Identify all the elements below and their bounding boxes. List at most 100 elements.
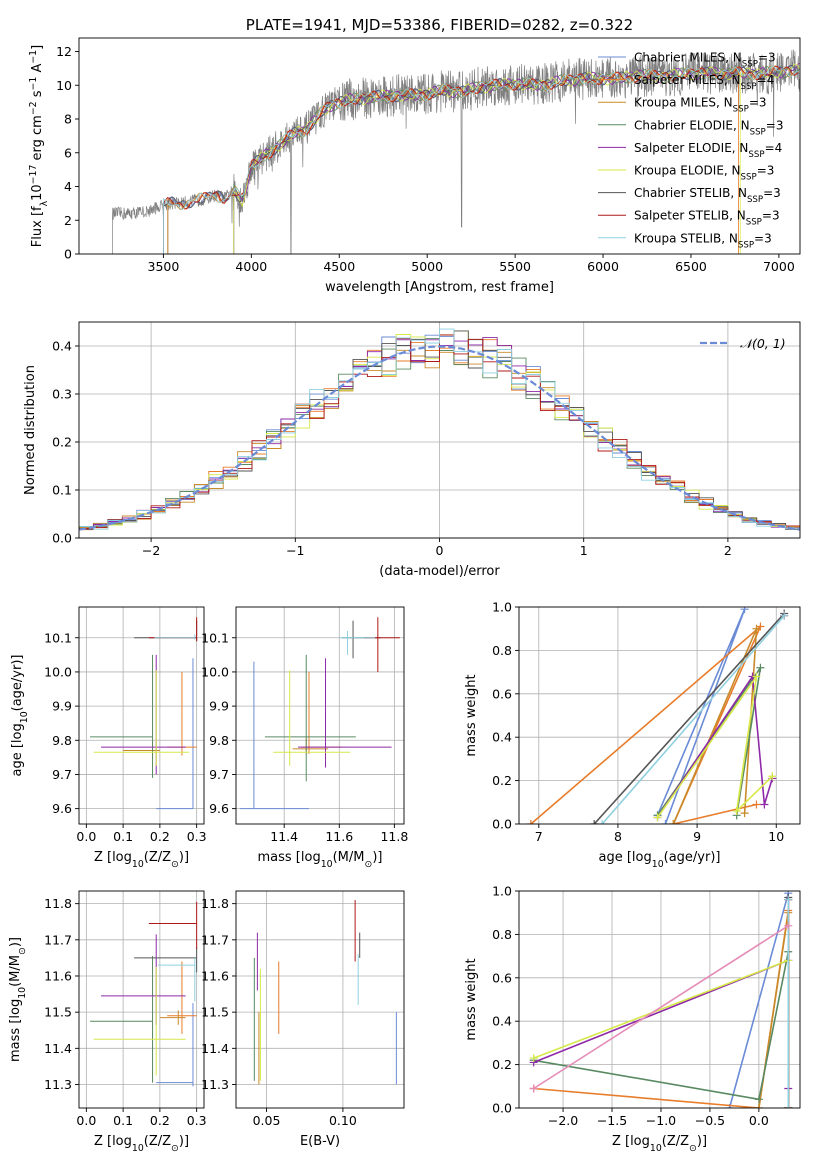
x-tick-label: 0.1 (113, 1113, 133, 1128)
z-mass-axes: 0.0 0.1 0.2 0.3 11.3 11.4 11.5 11.6 11.7 11.8 Z [l… (8, 890, 207, 1154)
label-part: SSP (738, 240, 754, 250)
weight-marker (754, 1104, 763, 1108)
label-part: SSP (741, 82, 757, 92)
legend-label: Kroupa ELODIE, NSSP=3 (634, 164, 774, 183)
label-part: Flux [f (30, 206, 45, 247)
label-part: )] (179, 1134, 189, 1149)
label-part: Chabrier MILES, N (634, 51, 742, 65)
legend: 𝒩(0, 1) (700, 336, 786, 351)
weight-marker (598, 820, 607, 824)
x-axis-label: age [log10(age/yr)] (599, 850, 721, 870)
weight-line (530, 625, 762, 824)
weight-series-salpeter-miles (526, 622, 765, 824)
weight-marker (756, 663, 765, 672)
label-part: −2 (28, 101, 39, 115)
grid (79, 607, 204, 824)
y-tick-label: 9.7 (209, 767, 229, 782)
axes-frame (78, 890, 205, 1109)
label-part: age [log (599, 850, 652, 865)
axes-frame (518, 890, 801, 1109)
x-tick-label: −0.5 (695, 1113, 725, 1128)
errorbar-salpeter-elodie (101, 654, 186, 775)
weight-marker (752, 672, 761, 681)
weight-marker (752, 800, 761, 809)
label-part: SSP (733, 105, 749, 115)
axes-frame (78, 37, 801, 255)
x-tick-label: 4500 (323, 259, 355, 274)
weight-series-salpeter-miles-pink (529, 921, 793, 1093)
label-part: (Z/Z (662, 1134, 689, 1149)
y-tick-label: 11.8 (44, 896, 72, 911)
weight-series-kroupa-stelib (784, 895, 793, 1108)
x-tick-label: 8 (614, 829, 622, 844)
y-tick-label: 0.4 (492, 1014, 512, 1029)
axes-frame (78, 606, 205, 825)
x-tick-label: 6000 (587, 259, 619, 274)
x-axis-label: E(B-V) (300, 1134, 340, 1149)
y-axis-label: Normed distribution (23, 365, 38, 495)
x-tick-label: −2.0 (548, 1113, 578, 1128)
weight-marker (752, 624, 761, 633)
plot-area (90, 617, 198, 810)
overlay: −2 −1 0 1 2 0.0 0.1 0.2 0.3 0.4 (data-model)/error… (23, 321, 801, 579)
x-tick-label: 2 (724, 543, 732, 558)
label-part: SSP (748, 150, 764, 160)
weight-marker (784, 921, 793, 930)
label-part: mass [log (8, 999, 23, 1062)
label-part: (M/M (8, 955, 23, 987)
errorbar-salpeter-elodie (101, 934, 186, 1025)
overlay: −2.0 −1.5 −1.0 −0.5 0.0 0.0 0.2 0.4 0.6 0.8 1.0 Z [… (464, 884, 801, 1154)
weight-marker (590, 820, 599, 824)
errorbar-kroupa-stelib (339, 630, 376, 655)
plot-area (240, 617, 400, 810)
weight-marker (740, 809, 749, 818)
x-axis-label: mass [log10(M/M⊙)] (258, 850, 383, 870)
x-tick-label: 0 (436, 543, 444, 558)
weight-series-kroupa-elodie (653, 672, 777, 822)
label-part: Kroupa STELIB, N (634, 231, 738, 245)
errorbar-chabrier-miles (156, 658, 194, 810)
y-tick-label: 0.8 (492, 643, 512, 658)
y-tick-label: 0.6 (492, 686, 512, 701)
label-part: (M/M (333, 850, 365, 865)
x-tick-label: 6500 (675, 259, 707, 274)
weight-series-chabrier-stelib (590, 609, 789, 824)
overlay: 0.0 0.1 0.2 0.3 11.3 11.4 11.5 11.6 11.7 11.8 Z [l… (8, 890, 207, 1154)
label-part: Chabrier STELIB, N (634, 186, 747, 200)
x-tick-label: 0.1 (113, 829, 133, 844)
label-part: ] (30, 45, 45, 50)
x-tick-label: 0.0 (76, 829, 96, 844)
y-tick-label: 0.2 (492, 773, 512, 788)
y-axis-label: mass weight (464, 958, 479, 1040)
plot-area (253, 900, 397, 1085)
y-tick-label: 9.8 (52, 733, 72, 748)
errorbar-salpeter-miles (300, 671, 343, 754)
label-part: )] (8, 937, 23, 947)
errorbar-salpeter-miles (167, 961, 197, 1034)
x-tick-label: 0.2 (150, 1113, 170, 1128)
x-tick-label: 9 (693, 829, 701, 844)
y-tick-label: 9.6 (52, 801, 72, 816)
label-part: 10 (652, 859, 664, 870)
y-axis-label: mass weight (464, 674, 479, 756)
x-tick-label: 0.0 (749, 1113, 769, 1128)
label-part: =3 (766, 118, 784, 132)
y-tick-label: 11.7 (201, 932, 229, 947)
weight-marker (529, 1084, 538, 1093)
y-tick-label: 10.0 (201, 664, 229, 679)
y-tick-label: 0.0 (52, 531, 72, 546)
x-tick-label: 5000 (411, 259, 443, 274)
label-part: (Z/Z (144, 1134, 171, 1149)
gaussian-curve (79, 345, 800, 531)
label-part: s (30, 90, 45, 101)
errorbar-chabrier-elodie (90, 654, 154, 778)
label-part: 𝒩(0, 1) (740, 336, 786, 351)
y-tick-label: 11.5 (44, 1005, 72, 1020)
y-tick-label: 0.0 (492, 817, 512, 832)
axes-frame (518, 606, 801, 825)
legend-label: Kroupa MILES, NSSP=3 (634, 96, 767, 115)
z-age-axes: 0.0 0.1 0.2 0.39.69.79.89.910.010.1Z [log10… (10, 606, 207, 870)
grid (236, 607, 404, 824)
label-part: )] (372, 850, 382, 865)
histogram-axes: −2 −1 0 1 2 0.0 0.1 0.2 0.3 0.4 (data-model)/error… (23, 321, 801, 579)
